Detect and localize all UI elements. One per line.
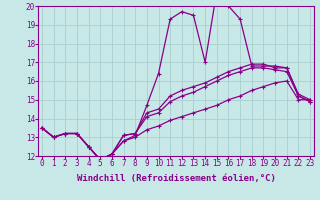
X-axis label: Windchill (Refroidissement éolien,°C): Windchill (Refroidissement éolien,°C) <box>76 174 276 183</box>
